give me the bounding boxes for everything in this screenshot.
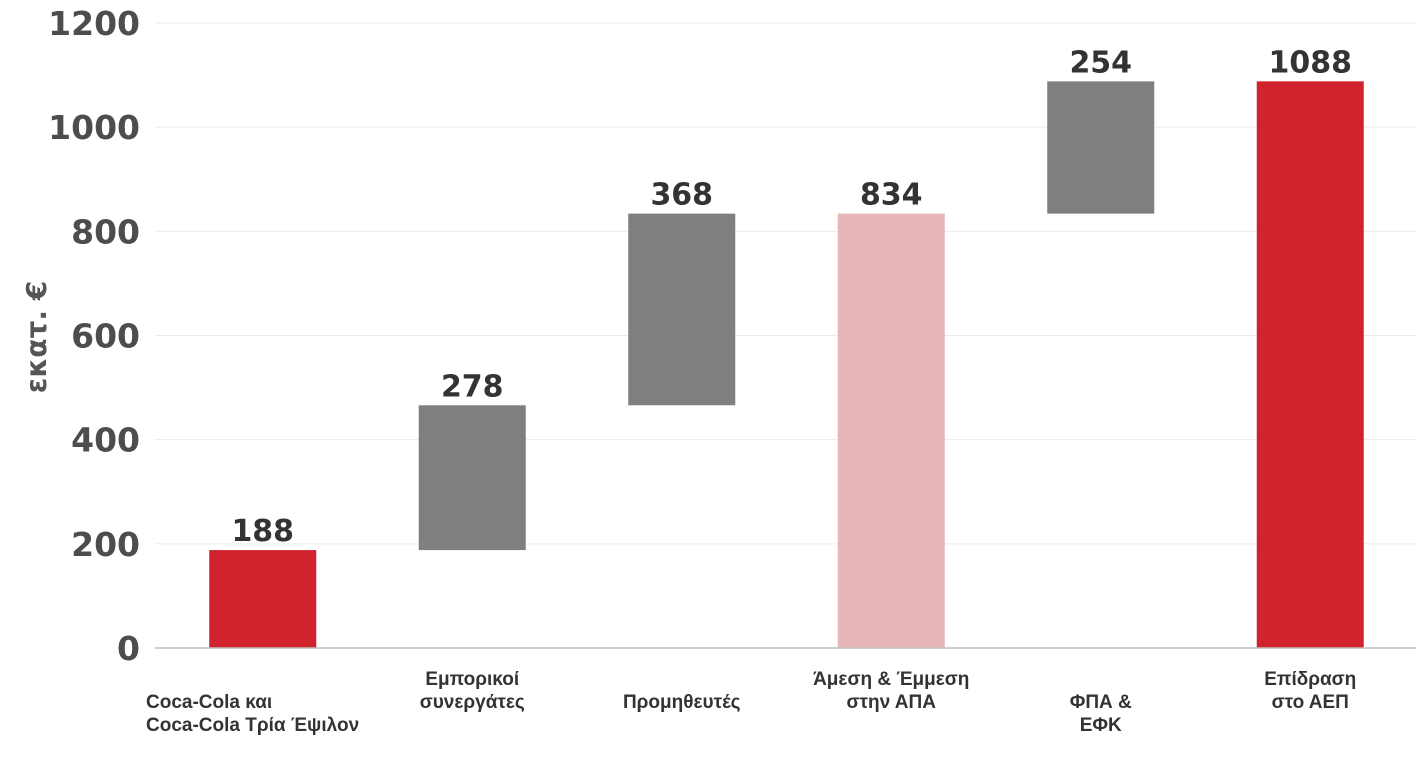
category-label: Προμηθευτές bbox=[623, 692, 741, 713]
y-axis-title: εκατ. € bbox=[20, 281, 53, 393]
category-label: συνεργάτες bbox=[420, 692, 525, 713]
y-tick-label: 0 bbox=[117, 629, 140, 668]
y-tick-label: 200 bbox=[71, 525, 140, 564]
category-label: Επίδραση bbox=[1264, 669, 1356, 690]
bars bbox=[209, 81, 1364, 649]
y-tick-label: 800 bbox=[71, 212, 140, 251]
category-label: στην ΑΠΑ bbox=[847, 692, 937, 713]
y-tick-label: 1000 bbox=[48, 108, 140, 147]
y-tick-label: 1200 bbox=[48, 4, 140, 43]
category-label: ΦΠΑ & bbox=[1070, 692, 1132, 713]
bar bbox=[418, 405, 526, 551]
category-label: Coca-Cola και bbox=[146, 692, 272, 713]
bar bbox=[628, 213, 736, 406]
category-label: ΕΦΚ bbox=[1080, 715, 1122, 736]
data-label: 254 bbox=[1069, 45, 1132, 80]
y-tick-label: 400 bbox=[71, 421, 140, 460]
y-tick-labels: 0 200 400 600 800 1000 1200 bbox=[48, 4, 140, 668]
category-label: Εμπορικοί bbox=[425, 669, 519, 690]
bar bbox=[837, 213, 945, 648]
data-label: 1088 bbox=[1269, 45, 1353, 80]
y-tick-label: 600 bbox=[71, 317, 140, 356]
gridlines bbox=[155, 22, 1416, 545]
data-label: 368 bbox=[650, 178, 713, 213]
bar bbox=[1047, 81, 1155, 214]
category-label: στο ΑΕΠ bbox=[1272, 692, 1349, 713]
data-label: 834 bbox=[860, 178, 923, 213]
category-label: Άμεση & Έμμεση bbox=[813, 669, 969, 690]
category-label: Coca-Cola Τρία Έψιλον bbox=[146, 715, 359, 736]
bar bbox=[1256, 81, 1364, 649]
bar bbox=[209, 550, 317, 648]
data-labels: 188 278 368 834 254 1088 bbox=[231, 45, 1352, 549]
data-label: 188 bbox=[231, 514, 294, 549]
data-label: 278 bbox=[441, 369, 504, 404]
